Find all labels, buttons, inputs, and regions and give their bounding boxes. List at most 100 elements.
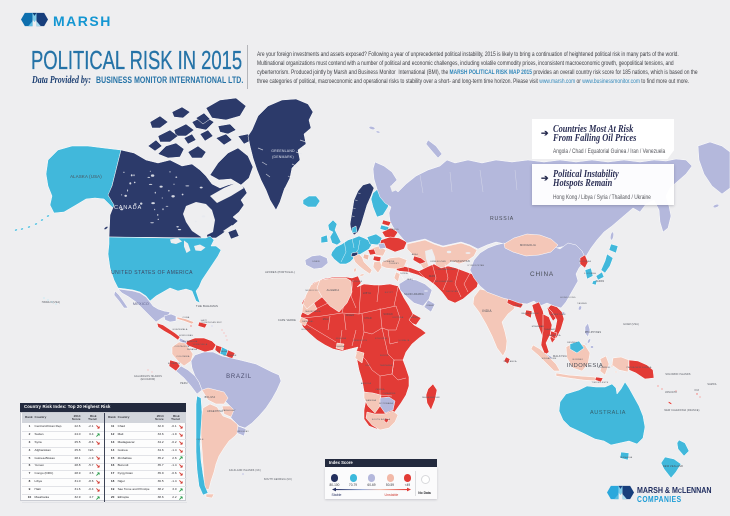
svg-text:LIBYA: LIBYA [363, 291, 371, 295]
svg-text:TAIWAN: TAIWAN [577, 302, 587, 305]
svg-text:TURKMENISTAN: TURKMENISTAN [436, 268, 456, 271]
svg-text:MADAGASCAR: MADAGASCAR [422, 396, 440, 399]
svg-text:KENYA: KENYA [380, 354, 389, 357]
svg-text:KAZAKHSTAN: KAZAKHSTAN [450, 259, 470, 263]
svg-text:GUATEMALA: GUATEMALA [172, 328, 187, 331]
svg-text:HAWAII (USA): HAWAII (USA) [42, 301, 61, 304]
svg-text:MALAYSIA: MALAYSIA [553, 355, 567, 358]
svg-text:SOLOMON ISLANDS: SOLOMON ISLANDS [665, 373, 690, 376]
svg-text:ALASKA (USA): ALASKA (USA) [70, 174, 102, 179]
svg-text:(ECUADOR): (ECUADOR) [141, 378, 156, 381]
svg-text:SOUTH AFRICA: SOUTH AFRICA [372, 418, 391, 421]
svg-text:MEXICO: MEXICO [133, 302, 149, 306]
svg-text:DOMINICAN REP.: DOMINICAN REP. [202, 321, 223, 324]
svg-text:HAITI: HAITI [201, 319, 208, 322]
svg-text:VENEZUELA: VENEZUELA [193, 343, 208, 346]
svg-text:ETHIOPIA: ETHIOPIA [375, 337, 387, 340]
svg-text:UKRAINE: UKRAINE [383, 260, 394, 263]
svg-text:INDIA: INDIA [482, 309, 492, 313]
svg-text:NIGER: NIGER [346, 314, 355, 317]
svg-text:SENEGAL: SENEGAL [302, 320, 314, 323]
svg-text:MONGOLIA: MONGOLIA [520, 243, 536, 247]
svg-text:CUBA: CUBA [183, 316, 190, 319]
svg-text:COLOMBIA: COLOMBIA [176, 355, 189, 358]
svg-text:IRAN: IRAN [429, 275, 436, 278]
svg-text:SOMALIA: SOMALIA [398, 339, 409, 342]
svg-text:CANADA: CANADA [114, 205, 142, 211]
svg-text:KYRGYZSTAN: KYRGYZSTAN [468, 264, 485, 267]
svg-text:MAURITANIA: MAURITANIA [305, 310, 321, 313]
svg-text:IRAQ: IRAQ [407, 278, 413, 281]
svg-text:AZORES (PORTUGAL): AZORES (PORTUGAL) [265, 271, 295, 274]
svg-text:MALI: MALI [323, 318, 330, 321]
svg-text:EGYPT: EGYPT [385, 292, 394, 294]
svg-text:SRI LANKA: SRI LANKA [503, 360, 517, 363]
svg-text:URUGUAY: URUGUAY [237, 430, 250, 433]
svg-text:HONDURAS: HONDURAS [179, 334, 193, 337]
svg-text:YEMEN: YEMEN [410, 317, 419, 319]
svg-text:THE BAHAMAS: THE BAHAMAS [196, 304, 218, 308]
svg-text:THAILAND: THAILAND [544, 328, 557, 331]
svg-text:TASMANIA: TASMANIA [620, 456, 633, 459]
svg-text:S. KOREA: S. KOREA [584, 272, 596, 275]
svg-text:MYANMAR: MYANMAR [532, 325, 545, 328]
svg-text:ARAL: ARAL [412, 253, 419, 256]
svg-text:TURKEY: TURKEY [389, 263, 399, 265]
svg-text:SULAWESI: SULAWESI [598, 366, 611, 369]
svg-text:PAKISTAN: PAKISTAN [446, 290, 458, 293]
svg-text:CHINA: CHINA [530, 271, 554, 278]
svg-text:NEW CALEDONIA (FRANCE): NEW CALEDONIA (FRANCE) [664, 409, 699, 412]
svg-text:BANGLADESH: BANGLADESH [522, 312, 539, 315]
svg-text:SYRIA: SYRIA [400, 272, 408, 275]
svg-text:LAOS: LAOS [550, 313, 557, 316]
svg-text:ZIMBABWE: ZIMBABWE [382, 392, 396, 395]
svg-text:SURINAME: SURINAME [223, 354, 236, 357]
svg-text:UZBEKISTAN: UZBEKISTAN [430, 260, 446, 263]
svg-text:OMAN: OMAN [426, 304, 434, 307]
svg-text:MOROCCO: MOROCCO [305, 290, 318, 292]
svg-text:AFGHANISTAN: AFGHANISTAN [435, 280, 453, 283]
svg-text:CHAD: CHAD [364, 317, 372, 320]
svg-text:CAMBODIA: CAMBODIA [547, 334, 561, 337]
svg-text:FIJI: FIJI [695, 390, 700, 392]
svg-text:BELARUS: BELARUS [387, 228, 399, 231]
svg-text:ERITREA: ERITREA [393, 316, 404, 319]
svg-text:TIMOR-LESTE: TIMOR-LESTE [592, 382, 609, 384]
svg-text:CAPE VERDE: CAPE VERDE [278, 319, 296, 322]
svg-text:NAMIBIA: NAMIBIA [366, 399, 377, 402]
svg-text:RUSSIA: RUSSIA [490, 216, 514, 222]
svg-text:BOLIVIA: BOLIVIA [205, 396, 216, 399]
svg-text:N. KOREA: N. KOREA [579, 260, 591, 263]
svg-text:ECUADOR: ECUADOR [168, 362, 181, 365]
svg-text:DRC: DRC [365, 365, 371, 367]
svg-text:ARGENTINA: ARGENTINA [207, 410, 223, 413]
svg-text:PARAGUAY: PARAGUAY [222, 409, 236, 412]
svg-text:SAMOA: SAMOA [707, 383, 717, 386]
svg-text:PAPUA NEW GUINEA: PAPUA NEW GUINEA [626, 366, 651, 369]
svg-text:ALGERIA: ALGERIA [327, 288, 340, 292]
svg-text:PANAMA: PANAMA [187, 348, 198, 351]
svg-text:GUAM (USA): GUAM (USA) [623, 323, 639, 326]
svg-text:GUYANA: GUYANA [217, 350, 228, 353]
svg-text:NEPAL: NEPAL [515, 304, 524, 307]
svg-text:SOUTH GEORGIA (UK): SOUTH GEORGIA (UK) [264, 478, 292, 481]
svg-text:GUINEA: GUINEA [301, 328, 311, 331]
svg-text:VIETNAM: VIETNAM [554, 313, 565, 316]
svg-text:HONG KONG: HONG KONG [560, 297, 576, 299]
svg-text:COSTA RICA: COSTA RICA [174, 345, 189, 348]
svg-text:CHILE: CHILE [196, 439, 204, 441]
svg-text:NEW ZEALAND: NEW ZEALAND [663, 465, 683, 468]
svg-text:ANGOLA: ANGOLA [361, 382, 372, 385]
svg-text:JAPAN: JAPAN [596, 280, 605, 283]
svg-text:TANZANIA: TANZANIA [380, 364, 393, 367]
svg-text:FALKLAND ISLANDS (UK): FALKLAND ISLANDS (UK) [229, 469, 261, 472]
svg-text:NIGERIA: NIGERIA [336, 337, 347, 340]
svg-text:PHILIPPINES: PHILIPPINES [585, 332, 602, 334]
svg-text:INDONESIA: INDONESIA [567, 363, 603, 369]
svg-text:PERU: PERU [180, 382, 188, 385]
svg-text:BRUNEI: BRUNEI [567, 342, 577, 344]
svg-text:BORNEO: BORNEO [573, 359, 584, 361]
svg-text:BRAZIL: BRAZIL [226, 374, 252, 380]
svg-text:SAUDI ARABIA: SAUDI ARABIA [404, 293, 424, 296]
svg-text:UNITED STATES OF AMERICA: UNITED STATES OF AMERICA [111, 270, 193, 276]
